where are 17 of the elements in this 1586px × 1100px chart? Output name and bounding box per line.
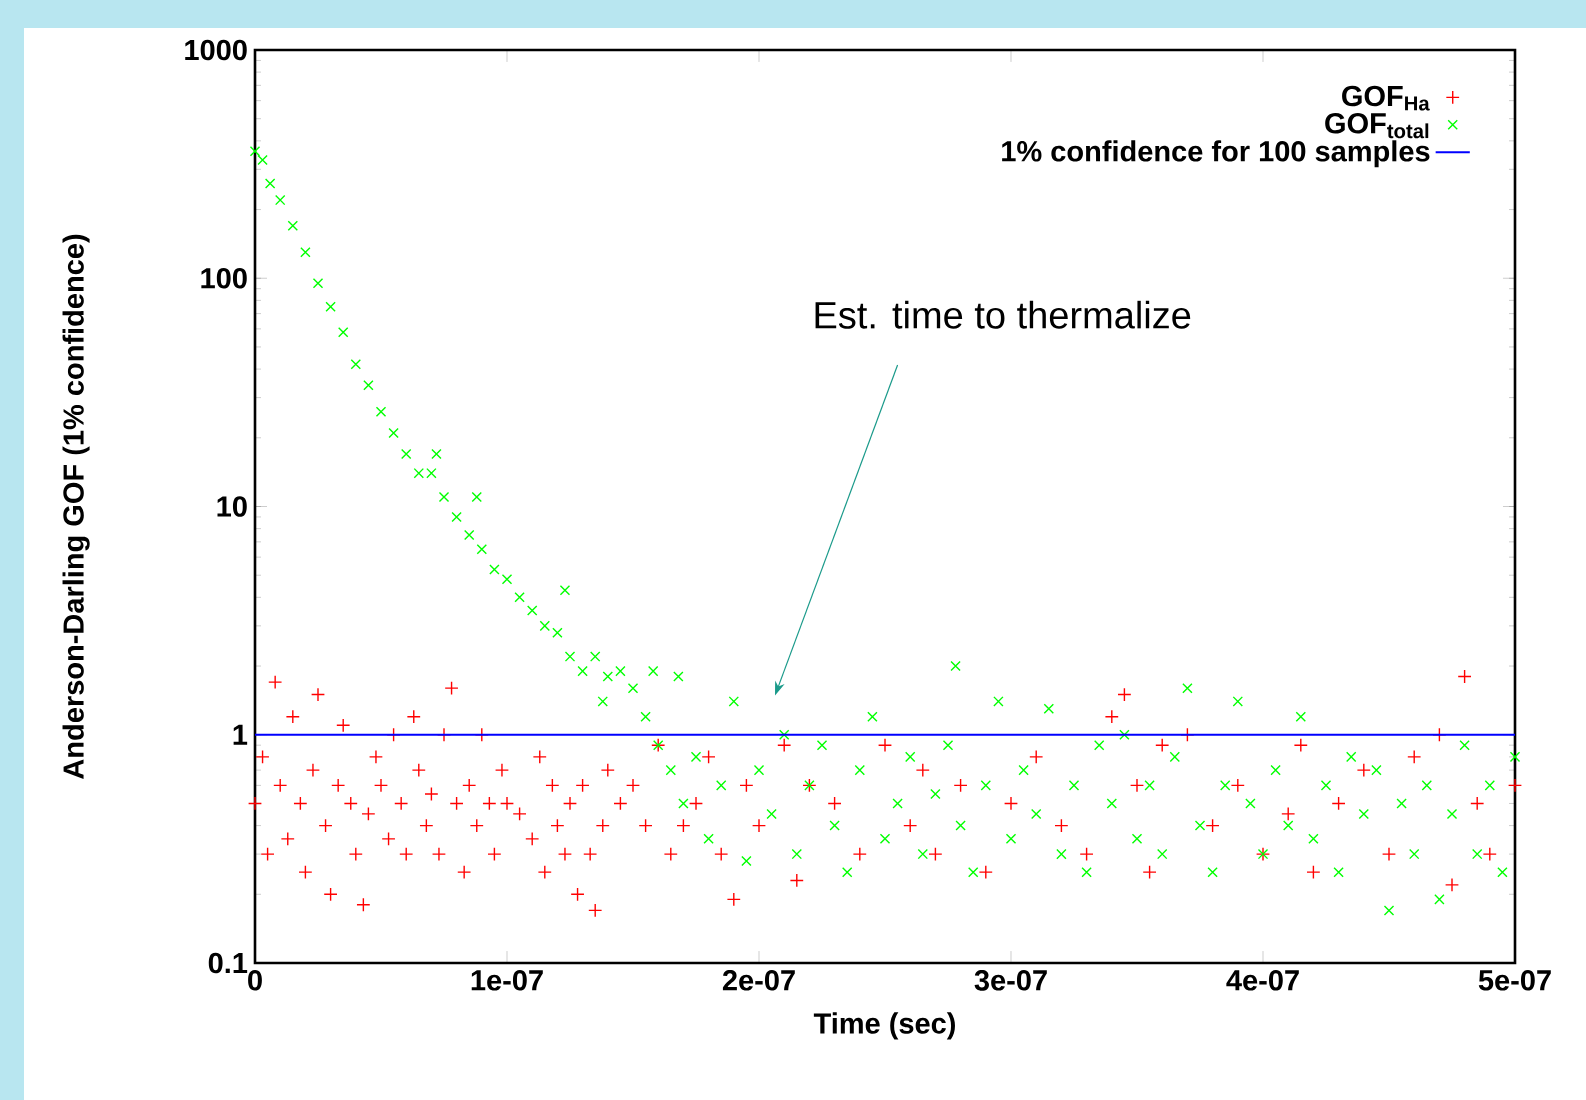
x-tick-label: 1e-07 xyxy=(471,970,543,991)
y-tick-label: 0.1 xyxy=(208,952,248,974)
x-tick-label: 3e-07 xyxy=(974,970,1047,991)
y-tick-label: 1000 xyxy=(185,39,247,61)
y-axis-title: Anderson-Darling GOF (1% confidence) xyxy=(62,234,90,779)
y-tick-label: 10 xyxy=(217,496,247,517)
x-tick-label: 5e-07 xyxy=(1478,970,1551,991)
legend-label: GOF$_{Ha}$ xyxy=(1342,85,1430,111)
x-tick-label: 0 xyxy=(248,970,262,991)
annotation: Est. time to thermalize xyxy=(815,300,1191,329)
x-tick-label: 2e-07 xyxy=(722,970,795,991)
x-axis-title: Time (sec) xyxy=(813,1012,955,1040)
y-tick-label: 100 xyxy=(201,267,247,289)
x-tick-label: 4e-07 xyxy=(1226,970,1299,991)
legend-label: GOF$_{total}$ xyxy=(1325,113,1429,139)
y-tick-label: 1 xyxy=(233,724,248,745)
legend-label: 1% confidence for 100 samples xyxy=(1002,140,1430,168)
